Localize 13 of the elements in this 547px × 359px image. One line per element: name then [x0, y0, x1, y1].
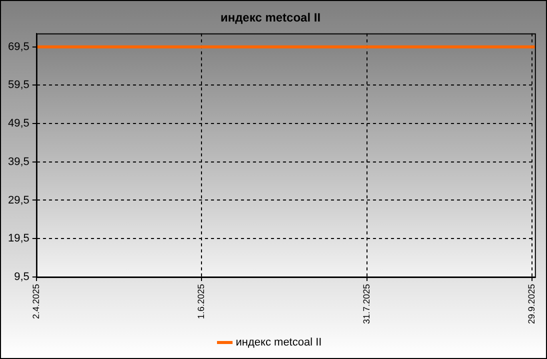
y-tick-label: 9,5: [14, 270, 30, 283]
x-tick-label: 1.6.2025: [196, 284, 206, 320]
legend-label: индекс metcoal II: [236, 336, 322, 349]
y-tick-label: 59,5: [8, 79, 30, 92]
y-tick-label: 39,5: [8, 156, 30, 168]
y-tick-label: 69,5: [8, 40, 30, 53]
x-tick-label: 31.7.2025: [361, 284, 372, 324]
y-tick-label: 29,5: [8, 194, 30, 206]
x-tick-label: 29.9.2025: [526, 284, 537, 324]
y-tick-label: 49,5: [8, 118, 30, 130]
chart-title: индекс metcoal II: [220, 10, 321, 25]
x-tick-label: 2.4.2025: [30, 284, 41, 320]
y-tick-label: 19,5: [8, 232, 30, 245]
